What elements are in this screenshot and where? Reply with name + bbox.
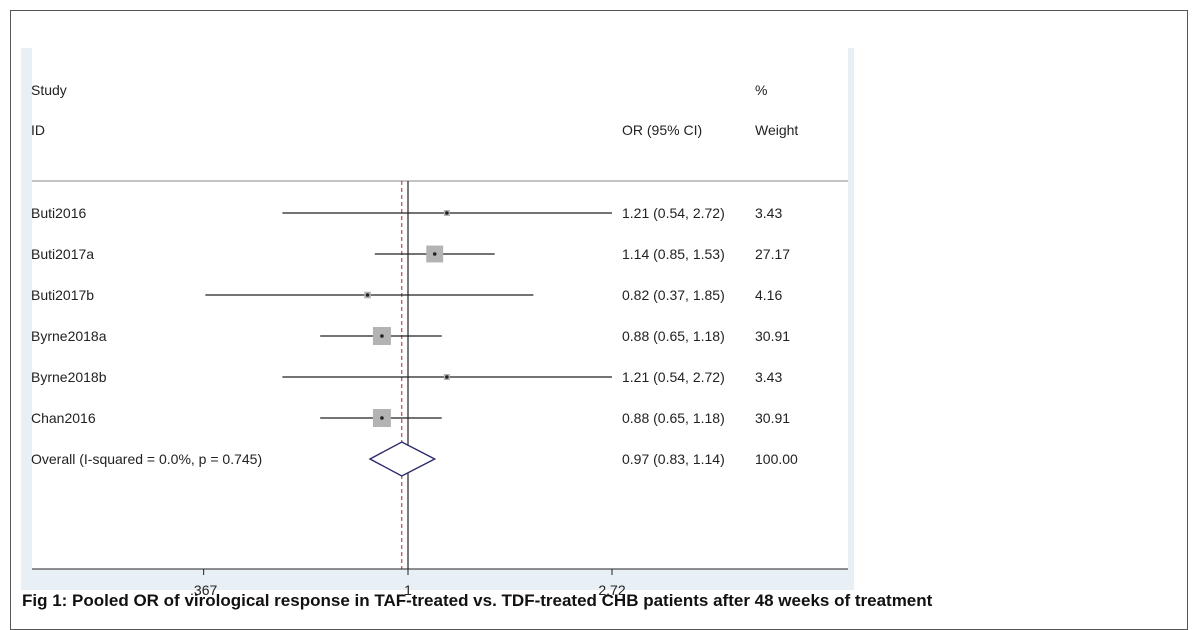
weight-value: 3.43	[755, 205, 782, 221]
header-study: Study	[31, 82, 67, 98]
study-label: Chan2016	[31, 410, 96, 426]
x-tick-label: 1	[404, 582, 412, 598]
overall-label: Overall (I-squared = 0.0%, p = 0.745)	[31, 451, 262, 467]
study-label: Buti2016	[31, 205, 86, 221]
overall-weight-value: 100.00	[755, 451, 798, 467]
or-ci-text: 0.88 (0.65, 1.18)	[622, 328, 725, 344]
or-ci-text: 0.88 (0.65, 1.18)	[622, 410, 725, 426]
x-tick-label: .367	[190, 582, 217, 598]
weight-value: 4.16	[755, 287, 782, 303]
forest-plot: Study ID OR (95% CI) % Weight Buti2016 1.…	[31, 82, 848, 598]
or-ci-text: 1.21 (0.54, 2.72)	[622, 205, 725, 221]
weight-value: 27.17	[755, 246, 790, 262]
figure-caption: Fig 1: Pooled OR of virological response…	[22, 591, 933, 610]
plot-area	[32, 48, 848, 569]
point-estimate	[365, 293, 370, 297]
overall-or-ci-text: 0.97 (0.83, 1.14)	[622, 451, 725, 467]
point-estimate	[380, 416, 384, 420]
or-ci-text: 0.82 (0.37, 1.85)	[622, 287, 725, 303]
study-label: Byrne2018b	[31, 369, 107, 385]
or-ci-text: 1.21 (0.54, 2.72)	[622, 369, 725, 385]
weight-value: 30.91	[755, 410, 790, 426]
x-tick-label: 2.72	[598, 582, 625, 598]
overall-diamond	[368, 441, 437, 477]
study-label: Buti2017a	[31, 246, 94, 262]
point-estimate	[445, 211, 449, 215]
weight-value: 30.91	[755, 328, 790, 344]
or-ci-text: 1.14 (0.85, 1.53)	[622, 246, 725, 262]
study-label: Buti2017b	[31, 287, 94, 303]
study-label: Byrne2018a	[31, 328, 107, 344]
point-estimate	[432, 252, 437, 256]
header-weight: Weight	[755, 122, 798, 138]
point-estimate	[445, 375, 449, 379]
weight-value: 3.43	[755, 369, 782, 385]
header-id: ID	[31, 122, 45, 138]
header-weight-percent: %	[755, 82, 767, 98]
point-estimate	[380, 334, 384, 338]
header-or: OR (95% CI)	[622, 122, 702, 138]
